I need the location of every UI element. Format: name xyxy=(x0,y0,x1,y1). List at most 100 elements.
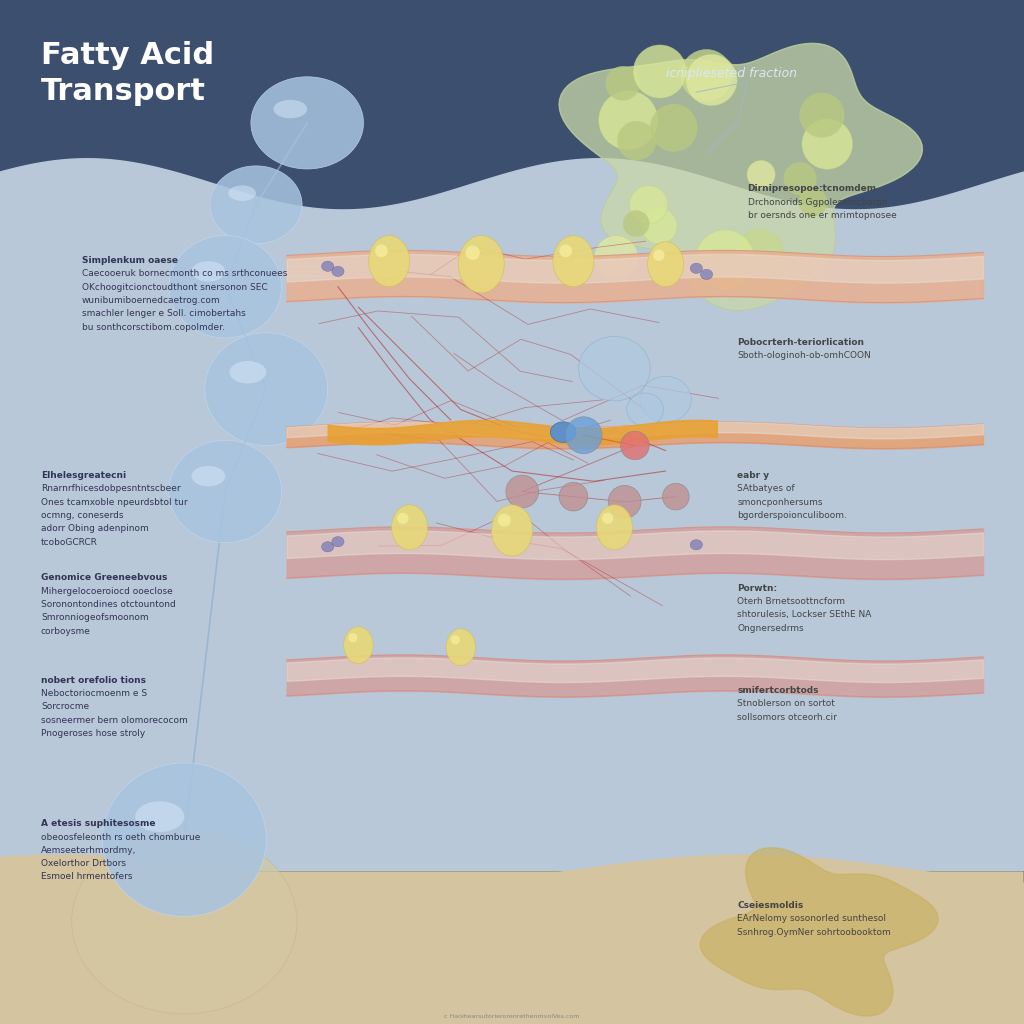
Text: wunibumiboernedcaetrog.com: wunibumiboernedcaetrog.com xyxy=(82,296,220,305)
Text: eabr y: eabr y xyxy=(737,471,769,480)
Ellipse shape xyxy=(633,45,686,98)
Ellipse shape xyxy=(784,163,816,195)
Ellipse shape xyxy=(322,261,334,271)
Polygon shape xyxy=(700,848,938,1016)
Ellipse shape xyxy=(608,485,641,518)
Text: SAtbatyes of: SAtbatyes of xyxy=(737,484,795,494)
Text: Cseiesmoldis: Cseiesmoldis xyxy=(737,901,804,910)
Ellipse shape xyxy=(273,100,307,119)
Ellipse shape xyxy=(228,185,256,201)
Text: Stnoblerson on sortot: Stnoblerson on sortot xyxy=(737,699,836,709)
Text: tcoboGCRCR: tcoboGCRCR xyxy=(41,538,98,547)
Text: sollsomors otceorh.cir: sollsomors otceorh.cir xyxy=(737,713,838,722)
Text: shtorulesis, Lockser SEthE NA: shtorulesis, Lockser SEthE NA xyxy=(737,610,871,620)
Text: Oxelorthor Drtbors: Oxelorthor Drtbors xyxy=(41,859,126,868)
Ellipse shape xyxy=(498,514,511,526)
Ellipse shape xyxy=(375,245,388,257)
Ellipse shape xyxy=(621,431,649,460)
Text: br oersnds one er mrimtopnosee: br oersnds one er mrimtopnosee xyxy=(748,211,896,220)
Text: Aemseeterhmordmy,: Aemseeterhmordmy, xyxy=(41,846,136,855)
Polygon shape xyxy=(559,43,923,310)
Ellipse shape xyxy=(102,763,266,916)
Ellipse shape xyxy=(344,627,373,664)
Ellipse shape xyxy=(686,54,737,105)
Text: ocmng, coneserds: ocmng, coneserds xyxy=(41,511,124,520)
Ellipse shape xyxy=(191,466,225,486)
Ellipse shape xyxy=(599,90,657,150)
Text: Smronniogeofsmoonom: Smronniogeofsmoonom xyxy=(41,613,148,623)
Ellipse shape xyxy=(736,229,783,276)
Text: smifertcorbtods: smifertcorbtods xyxy=(737,686,819,695)
Text: sosneermer bern olomorecocom: sosneermer bern olomorecocom xyxy=(41,716,187,725)
Ellipse shape xyxy=(135,801,184,831)
Text: Dirnipresopoe:tcnomdem: Dirnipresopoe:tcnomdem xyxy=(748,184,877,194)
FancyBboxPatch shape xyxy=(0,870,1024,1024)
Ellipse shape xyxy=(623,211,649,237)
Ellipse shape xyxy=(690,263,702,273)
Ellipse shape xyxy=(606,67,640,100)
Text: Drchonorids Ggpolesehicbaron: Drchonorids Ggpolesehicbaron xyxy=(748,198,887,207)
Text: Sboth-ologinoh-ob-omhCOON: Sboth-ologinoh-ob-omhCOON xyxy=(737,351,871,360)
Text: Rnarnrfhicesdobpesntntscbeer: Rnarnrfhicesdobpesntntscbeer xyxy=(41,484,180,494)
Ellipse shape xyxy=(695,229,755,289)
Ellipse shape xyxy=(650,104,697,152)
Ellipse shape xyxy=(348,633,357,642)
Text: Ones tcamxoble npeurdsbtol tur: Ones tcamxoble npeurdsbtol tur xyxy=(41,498,187,507)
Ellipse shape xyxy=(322,542,334,552)
Ellipse shape xyxy=(205,333,328,445)
Ellipse shape xyxy=(492,505,532,556)
Ellipse shape xyxy=(641,208,677,244)
Text: Mihergelocoeroiocd ooeclose: Mihergelocoeroiocd ooeclose xyxy=(41,587,173,596)
Ellipse shape xyxy=(210,166,302,244)
Text: smachler lenger e Soll. cimobertahs: smachler lenger e Soll. cimobertahs xyxy=(82,309,246,318)
Text: bu sonthcorsctibom.copolmder.: bu sonthcorsctibom.copolmder. xyxy=(82,323,225,332)
Ellipse shape xyxy=(446,629,475,666)
Ellipse shape xyxy=(451,635,460,644)
Ellipse shape xyxy=(602,513,613,524)
Ellipse shape xyxy=(617,121,656,160)
Ellipse shape xyxy=(647,242,684,287)
Text: Pobocrterh-teriorlication: Pobocrterh-teriorlication xyxy=(737,338,864,347)
Text: Ongnersedrms: Ongnersedrms xyxy=(737,624,804,633)
Text: Simplenkum oaese: Simplenkum oaese xyxy=(82,256,178,265)
FancyBboxPatch shape xyxy=(0,184,1024,870)
Text: Pnogeroses hose stroly: Pnogeroses hose stroly xyxy=(41,729,145,738)
Ellipse shape xyxy=(553,236,594,287)
Ellipse shape xyxy=(700,269,713,280)
Ellipse shape xyxy=(663,483,689,510)
Text: c HaoihearsutorierorenrethenmvolVes.com: c HaoihearsutorierorenrethenmvolVes.com xyxy=(444,1014,580,1019)
Text: Caecooeruk bornecmonth co ms srthconuees: Caecooeruk bornecmonth co ms srthconuees xyxy=(82,269,288,279)
Ellipse shape xyxy=(169,440,282,543)
Text: nobert orefolio tions: nobert orefolio tions xyxy=(41,676,146,685)
Text: A etesis suphitesosme: A etesis suphitesosme xyxy=(41,819,156,828)
Ellipse shape xyxy=(559,245,572,257)
Text: obeoosfeleonth rs oeth chomburue: obeoosfeleonth rs oeth chomburue xyxy=(41,833,201,842)
Text: Elhelesgreatecni: Elhelesgreatecni xyxy=(41,471,126,480)
Ellipse shape xyxy=(594,236,638,280)
Text: Neboctoriocmoenm e S: Neboctoriocmoenm e S xyxy=(41,689,147,698)
Ellipse shape xyxy=(459,236,504,293)
Ellipse shape xyxy=(746,161,775,188)
Ellipse shape xyxy=(799,188,827,216)
Text: adorr Obing adenpinom: adorr Obing adenpinom xyxy=(41,524,148,534)
Text: Sorcrocme: Sorcrocme xyxy=(41,702,89,712)
Ellipse shape xyxy=(391,505,428,550)
Ellipse shape xyxy=(332,266,344,276)
Text: Porwtn:: Porwtn: xyxy=(737,584,777,593)
Ellipse shape xyxy=(579,336,650,400)
Ellipse shape xyxy=(681,49,732,101)
Text: OKchoogitcionctoudthont snersonon SEC: OKchoogitcionctoudthont snersonon SEC xyxy=(82,283,267,292)
Text: bgorderspoionculiboom.: bgorderspoionculiboom. xyxy=(737,511,847,520)
Ellipse shape xyxy=(332,537,344,547)
Ellipse shape xyxy=(369,236,410,287)
Text: Ssnhrog.OymNer sohrtoobooktom: Ssnhrog.OymNer sohrtoobooktom xyxy=(737,928,891,937)
Ellipse shape xyxy=(506,475,539,508)
Text: EArNelomy sosonorled sunthesol: EArNelomy sosonorled sunthesol xyxy=(737,914,887,924)
Ellipse shape xyxy=(630,185,668,224)
Ellipse shape xyxy=(800,93,844,137)
Text: Esmoel hrmentofers: Esmoel hrmentofers xyxy=(41,872,132,882)
Ellipse shape xyxy=(229,361,266,384)
Ellipse shape xyxy=(627,393,664,426)
Text: Oterh Brnetsoottncform: Oterh Brnetsoottncform xyxy=(737,597,845,606)
Ellipse shape xyxy=(551,422,575,442)
